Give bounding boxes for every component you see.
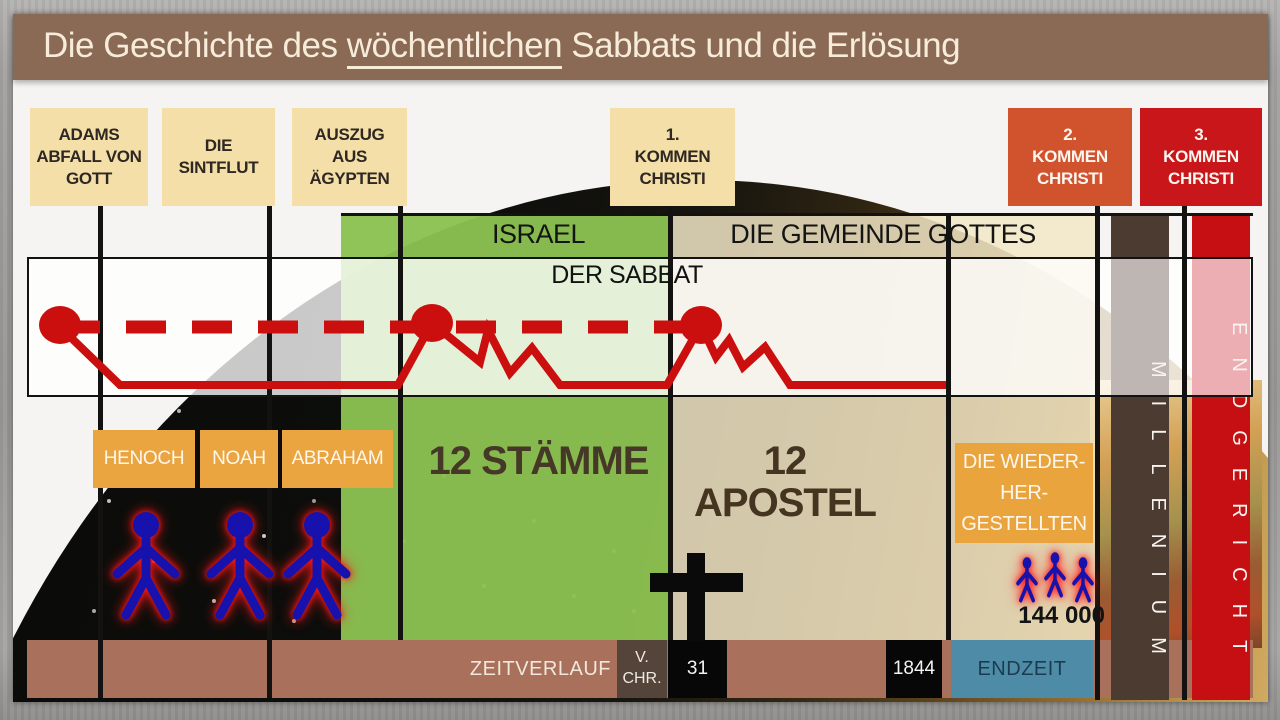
count-144000: 144 000 (1018, 602, 1105, 629)
wiederhergestellten-box: DIE WIEDER- HER- GESTELLTEN (955, 443, 1093, 543)
person-icon-abraham (272, 508, 362, 624)
sabbat-line-chart (39, 304, 946, 389)
timeline-canvas: ZEITVERLAUF V. CHR. 31 1844 ENDZEIT MILL… (13, 80, 1268, 702)
title-bar: Die Geschichte des wöchentlichen Sabbats… (13, 14, 1268, 80)
event-box-adams-fall: ADAMS ABFALL VON GOTT (30, 108, 148, 206)
person-icon-small (1041, 551, 1069, 599)
sabbat-dots (39, 304, 722, 344)
patriarch-box-noah: NOAH (200, 430, 278, 488)
millenium-band-bottom (1111, 397, 1169, 700)
timeline-line-kommen-3 (1182, 206, 1187, 700)
cross-icon (687, 553, 705, 641)
apostel-title: 12 APOSTEL (694, 439, 877, 525)
event-box-kommen-1: 1. KOMMEN CHRISTI (610, 108, 735, 206)
event-box-kommen-3: 3. KOMMEN CHRISTI (1140, 108, 1262, 206)
era-top-line (341, 213, 1253, 216)
person-icon-small (1069, 556, 1097, 604)
millenium-band: MILLENIUM (1111, 213, 1169, 700)
person-icon-noah (195, 508, 285, 624)
millenium-label: MILLENIUM (1147, 360, 1169, 677)
timeline-line-kommen-2 (1095, 206, 1100, 700)
timeline-line-kommen-1 (668, 206, 673, 640)
sabbat-dot (39, 306, 81, 344)
staemme-title: 12 STÄMME (428, 439, 650, 483)
page-title: Die Geschichte des wöchentlichen Sabbats… (13, 14, 1268, 78)
event-box-kommen-2: 2. KOMMEN CHRISTI (1008, 108, 1132, 206)
person-icon-henoch (101, 508, 191, 624)
millenium-band-middle (1111, 257, 1169, 397)
endgericht-label: ENDGERICHT (1228, 322, 1250, 675)
timeline-line-1844 (946, 215, 951, 640)
title-underlined-word: wöchentlichen (346, 26, 563, 69)
restored-people-icons (1013, 552, 1105, 604)
endzeit-box: ENDZEIT (951, 640, 1093, 698)
cross-icon-arm (650, 573, 743, 592)
gemeinde-band-label: DIE GEMEINDE GOTTES (730, 219, 1036, 249)
vchr-box: V. CHR. (617, 640, 667, 698)
title-suffix: Sabbats und die Erlösung (562, 26, 961, 65)
der-sabbat-label: DER SABBAT (551, 261, 703, 289)
year-31-box: 31 (668, 640, 727, 698)
endgericht-band: ENDGERICHT (1192, 213, 1250, 700)
event-box-auszug: AUSZUG AUS ÄGYPTEN (292, 108, 407, 206)
timeline-line-auszug (398, 206, 403, 640)
sabbat-dot (680, 306, 722, 344)
person-icon-small (1013, 556, 1041, 604)
title-prefix: Die Geschichte des (43, 26, 347, 65)
sabbat-box-border (27, 257, 1253, 397)
event-box-sintflut: DIE SINTFLUT (162, 108, 275, 206)
israel-band-label: ISRAEL (491, 219, 586, 249)
slide: Die Geschichte des wöchentlichen Sabbats… (13, 14, 1268, 702)
time-bar: ZEITVERLAUF V. CHR. 31 1844 ENDZEIT (27, 640, 1253, 698)
patriarch-box-abraham: ABRAHAM (282, 430, 393, 488)
endgericht-band-bottom (1192, 397, 1250, 700)
sabbat-solid-line (57, 316, 946, 389)
year-1844-box: 1844 (886, 640, 942, 698)
patriarch-box-henoch: HENOCH (93, 430, 195, 488)
sabbat-dot (411, 304, 453, 342)
zeitverlauf-label: ZEITVERLAUF (469, 658, 611, 680)
endgericht-band-top (1192, 213, 1250, 257)
endgericht-band-middle (1192, 257, 1250, 397)
millenium-band-top (1111, 213, 1169, 257)
stars-decoration (13, 80, 15, 82)
